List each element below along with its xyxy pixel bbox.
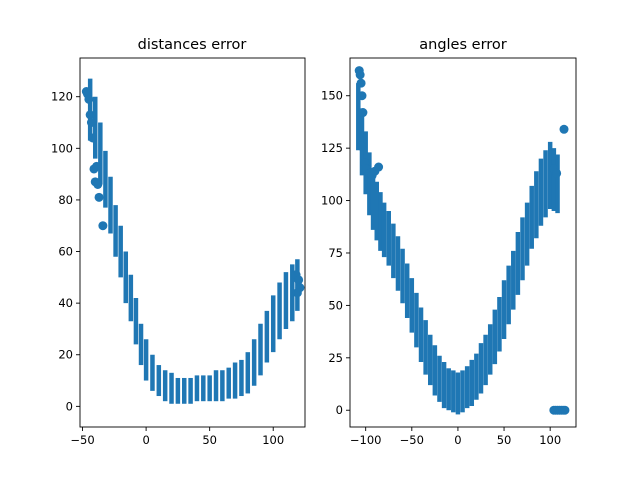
x-tick-label: 50: [202, 433, 217, 447]
data-point: [355, 70, 365, 80]
data-point: [357, 91, 367, 101]
y-tick-label: 100: [321, 194, 343, 208]
y-tick-label: 120: [51, 90, 73, 104]
data-point: [98, 221, 108, 231]
distances-error-panel: distances error −50 0 50 100 0 20 40 60 80 100 12…: [51, 37, 306, 447]
x-tick-label: −50: [400, 433, 424, 447]
x-tick-label: 0: [454, 433, 461, 447]
data-point: [94, 192, 104, 202]
y-axis-ticks: 0 20 40 60 80 100 120: [51, 90, 80, 413]
data-point: [356, 141, 366, 151]
y-tick-label: 0: [66, 399, 73, 413]
plot-frame: [79, 57, 306, 428]
data-point: [560, 405, 570, 415]
data-point: [374, 162, 384, 172]
chart-title: angles error: [419, 37, 507, 53]
angles-error-panel: angles error −100 −50 0 50 100 0 25 50 75 100 125…: [321, 37, 577, 447]
x-tick-label: 50: [497, 433, 512, 447]
data-marks: [354, 66, 570, 415]
y-tick-label: 25: [328, 351, 343, 365]
x-axis-ticks: −100 −50 0 50 100: [350, 427, 561, 447]
x-tick-label: 100: [262, 433, 284, 447]
y-tick-label: 125: [321, 141, 343, 155]
data-point: [85, 110, 95, 120]
x-tick-label: −50: [70, 433, 94, 447]
data-point: [84, 94, 94, 104]
y-tick-label: 20: [58, 348, 73, 362]
y-tick-label: 75: [328, 246, 343, 260]
plot-frame: [349, 57, 577, 428]
y-tick-label: 0: [336, 403, 343, 417]
chart-title: distances error: [138, 37, 247, 53]
y-axis-ticks: 0 25 50 75 100 125 150: [321, 89, 350, 417]
data-point: [93, 179, 103, 189]
data-marks: [81, 78, 305, 404]
x-axis-ticks: −50 0 50 100: [70, 427, 284, 447]
data-point: [92, 161, 102, 171]
x-tick-label: 100: [539, 433, 561, 447]
data-point: [358, 108, 368, 118]
y-tick-label: 100: [51, 141, 73, 155]
y-tick-label: 80: [58, 193, 73, 207]
y-tick-label: 40: [58, 296, 73, 310]
data-point: [294, 275, 304, 285]
data-point: [356, 78, 366, 88]
y-tick-label: 50: [328, 298, 343, 312]
data-point: [552, 168, 562, 178]
data-point: [292, 288, 302, 298]
data-point: [86, 118, 96, 128]
x-tick-label: 0: [142, 433, 149, 447]
y-tick-label: 150: [321, 89, 343, 103]
data-point: [88, 133, 98, 143]
y-tick-label: 60: [58, 245, 73, 259]
data-point: [559, 124, 569, 134]
x-tick-label: −100: [350, 433, 382, 447]
